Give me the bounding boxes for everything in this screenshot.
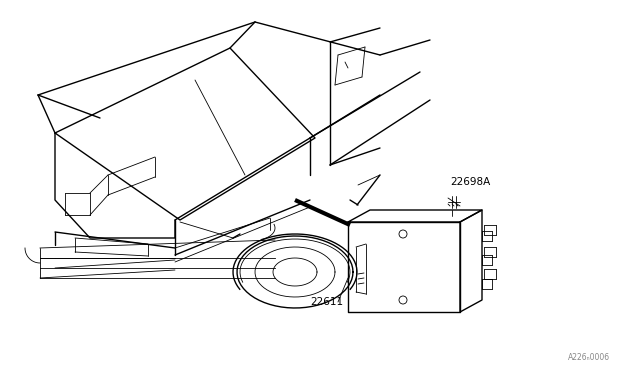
Text: 22611: 22611: [310, 297, 343, 307]
Text: A226ₙ0006: A226ₙ0006: [568, 353, 610, 362]
Text: 22698A: 22698A: [450, 177, 490, 187]
